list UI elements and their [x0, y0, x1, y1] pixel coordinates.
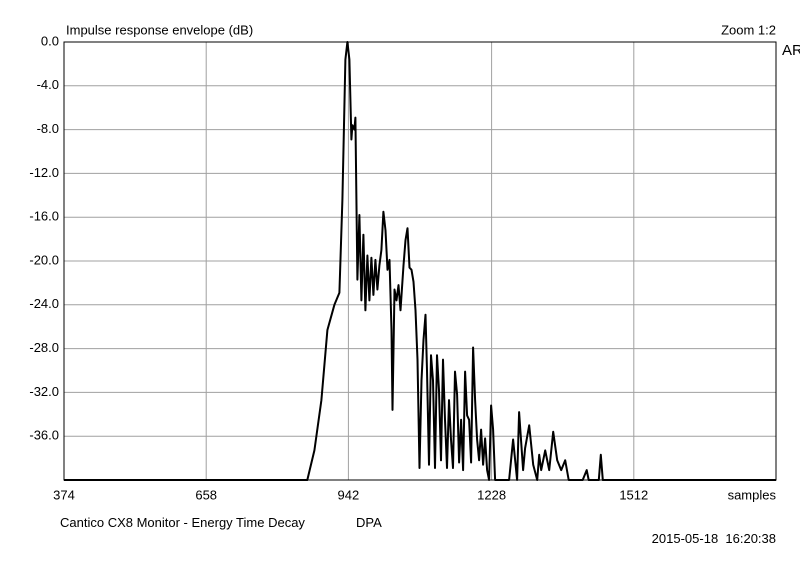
y-tick-label: -16.0 [29, 209, 59, 224]
y-tick-label: -28.0 [29, 340, 59, 355]
chart-title: Impulse response envelope (dB) [66, 22, 253, 37]
zoom-label: Zoom 1:2 [721, 22, 776, 37]
x-axis-label: samples [728, 487, 777, 502]
x-tick-label: 1512 [619, 487, 648, 502]
x-tick-label: 658 [195, 487, 217, 502]
y-tick-label: -8.0 [37, 121, 59, 136]
y-tick-label: -4.0 [37, 77, 59, 92]
arta-logo: ARTA [782, 42, 800, 59]
x-tick-label: 374 [53, 487, 75, 502]
footer-mic: DPA [356, 515, 382, 530]
y-tick-label: -24.0 [29, 296, 59, 311]
y-tick-label: -36.0 [29, 428, 59, 443]
y-tick-label: 0.0 [41, 33, 59, 48]
y-tick-label: -12.0 [29, 165, 59, 180]
x-tick-label: 1228 [477, 487, 506, 502]
plot-frame [63, 41, 777, 481]
footer-title: Cantico CX8 Monitor - Energy Time Decay [60, 515, 305, 530]
footer-date: 2015-05-18 16:20:38 [651, 531, 776, 546]
y-tick-label: -20.0 [29, 252, 59, 267]
x-tick-label: 942 [338, 487, 360, 502]
envelope-line [64, 41, 776, 481]
y-tick-label: -32.0 [29, 384, 59, 399]
